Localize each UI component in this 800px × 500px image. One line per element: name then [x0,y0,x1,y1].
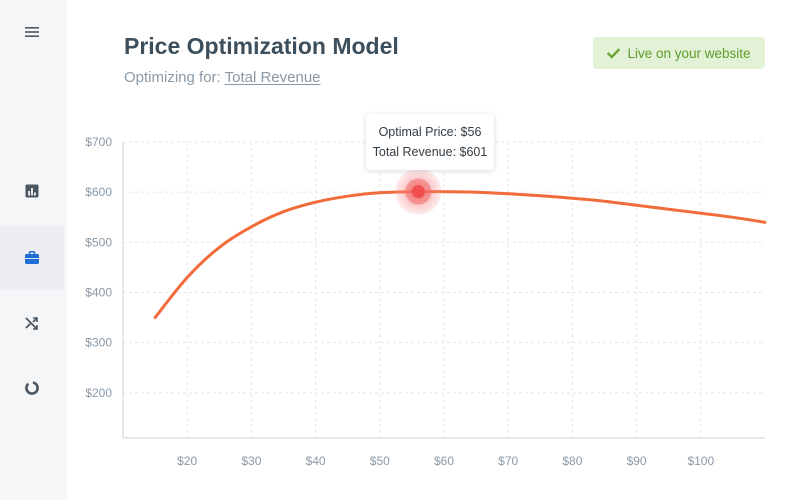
sidebar [0,0,64,500]
x-tick-label: $70 [498,454,518,468]
page-subtitle: Optimizing for: Total Revenue [124,69,321,86]
subtitle-prefix: Optimizing for: [124,69,221,86]
page-title: Price Optimization Model [124,33,399,59]
x-tick-label: $30 [241,454,261,468]
y-tick-label: $400 [85,286,112,300]
sidebar-item-reports[interactable] [0,356,64,420]
check-icon [607,47,621,59]
x-tick-label: $100 [687,454,714,468]
y-tick-label: $300 [85,336,112,350]
shuffle-icon [25,317,38,330]
y-tick-label: $700 [85,135,112,149]
hamburger-menu-icon [25,27,39,37]
menu-button[interactable] [0,0,64,64]
x-tick-label: $50 [370,454,390,468]
y-tick-label: $500 [85,235,112,249]
x-tick-label: $60 [434,454,454,468]
x-tick-label: $90 [627,454,647,468]
optimal-point-marker[interactable] [411,185,425,199]
x-tick-label: $80 [562,454,582,468]
tooltip-optimal-price: Optimal Price: $56 [378,125,482,139]
briefcase-icon [25,251,39,264]
optimal-point-tooltip: Optimal Price: $56 Total Revenue: $601 [366,114,494,170]
optimization-target-link[interactable]: Total Revenue [224,69,321,86]
y-tick-label: $600 [85,185,112,199]
bar-chart-icon [25,184,39,198]
y-tick-label: $200 [85,386,112,400]
sidebar-item-products[interactable] [0,226,64,290]
x-tick-label: $20 [177,454,197,468]
status-label: Live on your website [627,45,751,61]
revenue-line [153,190,767,320]
sidebar-item-experiments[interactable] [0,291,64,355]
x-tick-label: $40 [306,454,326,468]
status-badge: Live on your website [593,37,765,69]
sidebar-item-analytics[interactable] [0,159,64,223]
tooltip-total-revenue: Total Revenue: $601 [372,145,488,159]
donut-chart-icon [25,381,39,395]
